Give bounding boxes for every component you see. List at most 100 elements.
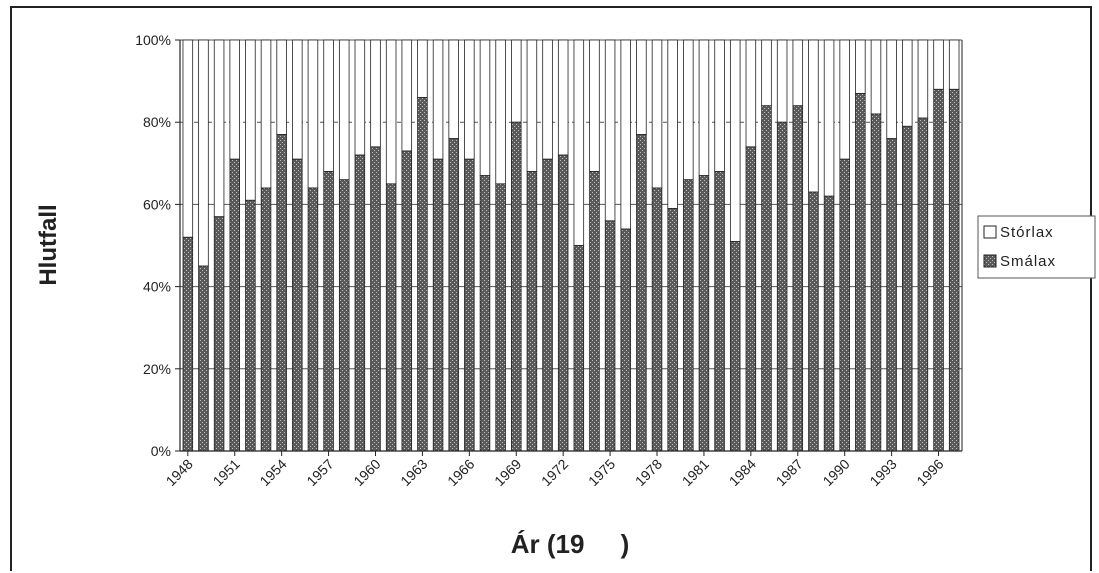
bar-storlax-1956 xyxy=(307,39,319,189)
bar-smalax-1957 xyxy=(323,171,334,452)
bar-storlax-1990 xyxy=(839,39,850,160)
bar-smalax-1952 xyxy=(245,199,256,452)
bar-storlax-1950 xyxy=(213,39,225,218)
bar-smalax-1992 xyxy=(870,113,882,452)
bar-storlax-1981 xyxy=(698,39,710,177)
bar-smalax-1975 xyxy=(604,220,616,452)
bar-smalax-1974 xyxy=(589,171,600,452)
bar-storlax-1977 xyxy=(636,39,647,135)
x-tick-label-1948: 1948 xyxy=(163,456,196,489)
bar-storlax-1997 xyxy=(948,39,960,90)
bar-storlax-1966 xyxy=(464,39,475,160)
x-tick-label-1987: 1987 xyxy=(773,456,806,489)
bar-storlax-1984 xyxy=(745,39,757,148)
bar-smalax-1955 xyxy=(292,158,303,452)
y-axis-title: Hlutfall xyxy=(35,204,62,285)
bar-smalax-1982 xyxy=(714,171,725,452)
x-tick-label-1978: 1978 xyxy=(632,456,665,489)
bar-smalax-1976 xyxy=(620,228,631,452)
bar-smalax-1977 xyxy=(636,134,647,452)
bar-smalax-1958 xyxy=(338,179,350,452)
x-tick-label-1993: 1993 xyxy=(866,456,899,489)
bar-smalax-1949 xyxy=(198,265,209,452)
bar-smalax-1970 xyxy=(526,171,538,452)
y-tick-labels: 0% 20% 40% 60% 80% 100% xyxy=(135,32,171,459)
bar-smalax-1995 xyxy=(917,117,929,452)
bar-storlax-1976 xyxy=(620,39,631,230)
bar-smalax-1973 xyxy=(573,245,585,452)
legend: Stórlax Smálax xyxy=(977,215,1096,279)
bar-storlax-1978 xyxy=(651,39,663,189)
x-tick-label-1996: 1996 xyxy=(913,456,946,489)
x-tick-label-1960: 1960 xyxy=(350,456,383,489)
bar-smalax-1954 xyxy=(276,134,287,452)
bar-storlax-1972 xyxy=(557,39,569,156)
bar-smalax-1981 xyxy=(698,175,710,452)
bar-smalax-1964 xyxy=(432,158,444,452)
bar-storlax-1973 xyxy=(573,39,585,246)
bar-storlax-1985 xyxy=(761,39,772,107)
bar-smalax-1951 xyxy=(229,158,240,452)
bar-storlax-1993 xyxy=(886,39,897,140)
bar-smalax-1988 xyxy=(808,191,819,452)
bar-storlax-1960 xyxy=(370,39,381,148)
bar-storlax-1979 xyxy=(667,39,678,209)
bar-smalax-1959 xyxy=(354,154,366,452)
bar-smalax-1961 xyxy=(385,183,397,452)
bar-storlax-1964 xyxy=(432,39,444,160)
bar-storlax-1986 xyxy=(776,39,788,123)
bar-storlax-1962 xyxy=(401,39,413,152)
bar-storlax-1980 xyxy=(683,39,694,181)
bar-storlax-1948 xyxy=(182,39,194,238)
y-tick-label-2: 40% xyxy=(143,279,171,295)
x-tick-label-1975: 1975 xyxy=(585,456,618,489)
bar-smalax-1989 xyxy=(823,195,835,452)
bar-smalax-1960 xyxy=(370,146,381,452)
bar-storlax-1968 xyxy=(495,39,506,185)
bar-smalax-1993 xyxy=(886,138,897,452)
bar-storlax-1988 xyxy=(808,39,819,193)
bar-smalax-1966 xyxy=(464,158,475,452)
x-tick-label-1981: 1981 xyxy=(679,456,712,489)
bar-storlax-1963 xyxy=(417,39,428,98)
bar-smalax-1948 xyxy=(182,236,194,452)
bar-storlax-1989 xyxy=(823,39,835,197)
bar-smalax-1986 xyxy=(776,121,788,452)
bar-storlax-1952 xyxy=(245,39,256,201)
bar-smalax-1985 xyxy=(761,105,772,452)
x-tick-label-1954: 1954 xyxy=(256,456,289,489)
bar-storlax-1992 xyxy=(870,39,882,115)
bar-smalax-1971 xyxy=(542,158,553,452)
bar-smalax-1987 xyxy=(792,105,804,452)
x-tick-label-1972: 1972 xyxy=(538,456,571,489)
bar-smalax-1997 xyxy=(948,88,960,452)
bar-smalax-1991 xyxy=(855,93,866,452)
x-tick-label-1990: 1990 xyxy=(819,456,852,489)
bar-smalax-1980 xyxy=(683,179,694,452)
chart-frame xyxy=(10,6,1092,571)
x-tick-label-1966: 1966 xyxy=(444,456,477,489)
bar-storlax-1974 xyxy=(589,39,600,172)
bar-smalax-1969 xyxy=(511,121,522,452)
legend-box xyxy=(977,215,1096,279)
bar-storlax-1961 xyxy=(385,39,397,185)
y-tick-label-3: 60% xyxy=(143,196,171,212)
bar-storlax-1969 xyxy=(511,39,522,123)
bar-storlax-1982 xyxy=(714,39,725,172)
bar-smalax-1996 xyxy=(933,88,944,452)
legend-swatch-smalax xyxy=(983,254,997,268)
bar-storlax-1958 xyxy=(338,39,350,181)
bar-smalax-1978 xyxy=(651,187,663,452)
bar-smalax-1984 xyxy=(745,146,757,452)
bar-storlax-1965 xyxy=(448,39,459,140)
bar-smalax-1963 xyxy=(417,97,428,452)
x-tick-label-1984: 1984 xyxy=(726,456,759,489)
x-axis-title: Ár (19 ) xyxy=(511,529,629,559)
bar-smalax-1953 xyxy=(260,187,272,452)
bar-storlax-1959 xyxy=(354,39,366,156)
bar-storlax-1951 xyxy=(229,39,240,160)
bar-smalax-1979 xyxy=(667,208,678,452)
legend-label-smalax: Smálax xyxy=(1000,253,1056,270)
bar-storlax-1954 xyxy=(276,39,287,135)
